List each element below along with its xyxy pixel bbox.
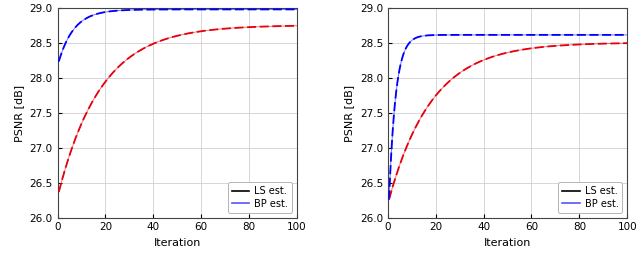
Legend: LS est., BP est.: LS est., BP est. [558, 182, 622, 213]
Y-axis label: PSNR [dB]: PSNR [dB] [344, 85, 354, 141]
X-axis label: Iteration: Iteration [154, 238, 201, 248]
X-axis label: Iteration: Iteration [484, 238, 531, 248]
Y-axis label: PSNR [dB]: PSNR [dB] [14, 85, 24, 141]
Legend: LS est., BP est.: LS est., BP est. [228, 182, 292, 213]
